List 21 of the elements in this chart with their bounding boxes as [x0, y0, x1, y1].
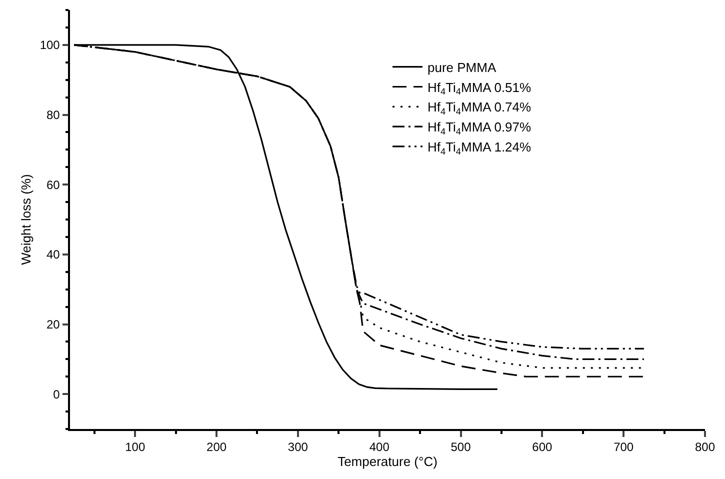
- legend-label: pure PMMA: [428, 60, 496, 75]
- y-tick-label: 40: [46, 248, 60, 262]
- y-tick-label: 0: [53, 387, 60, 402]
- x-tick-label: 600: [532, 440, 553, 454]
- y-tick-label: 60: [46, 178, 60, 192]
- legend-label: Hf$_{4}$Ti$_{4}$MMA 1.24%: [428, 140, 532, 156]
- x-tick-label: 200: [206, 440, 227, 454]
- legend-label: Hf$_{4}$Ti$_{4}$MMA 0.51%: [428, 80, 532, 97]
- y-tick-label: 100: [40, 38, 60, 52]
- x-tick-label: 500: [450, 440, 472, 454]
- legend-label: Hf$_{4}$Ti$_{4}$MMA 0.97%: [428, 120, 532, 136]
- x-tick-label: 300: [288, 440, 308, 454]
- y-tick-label: 80: [46, 108, 60, 122]
- legend-label: Hf$_{4}$Ti$_{4}$MMA 0.74%: [428, 100, 532, 116]
- x-tick-label: 100: [125, 440, 146, 454]
- x-tick-label: 800: [694, 440, 716, 454]
- x-axis-title: Temperature (°C): [338, 454, 438, 470]
- x-tick-label: 700: [614, 440, 634, 454]
- y-axis-title: Weight loss (%): [18, 174, 34, 265]
- x-tick-label: 400: [369, 440, 390, 454]
- y-tick-label: 20: [46, 317, 60, 332]
